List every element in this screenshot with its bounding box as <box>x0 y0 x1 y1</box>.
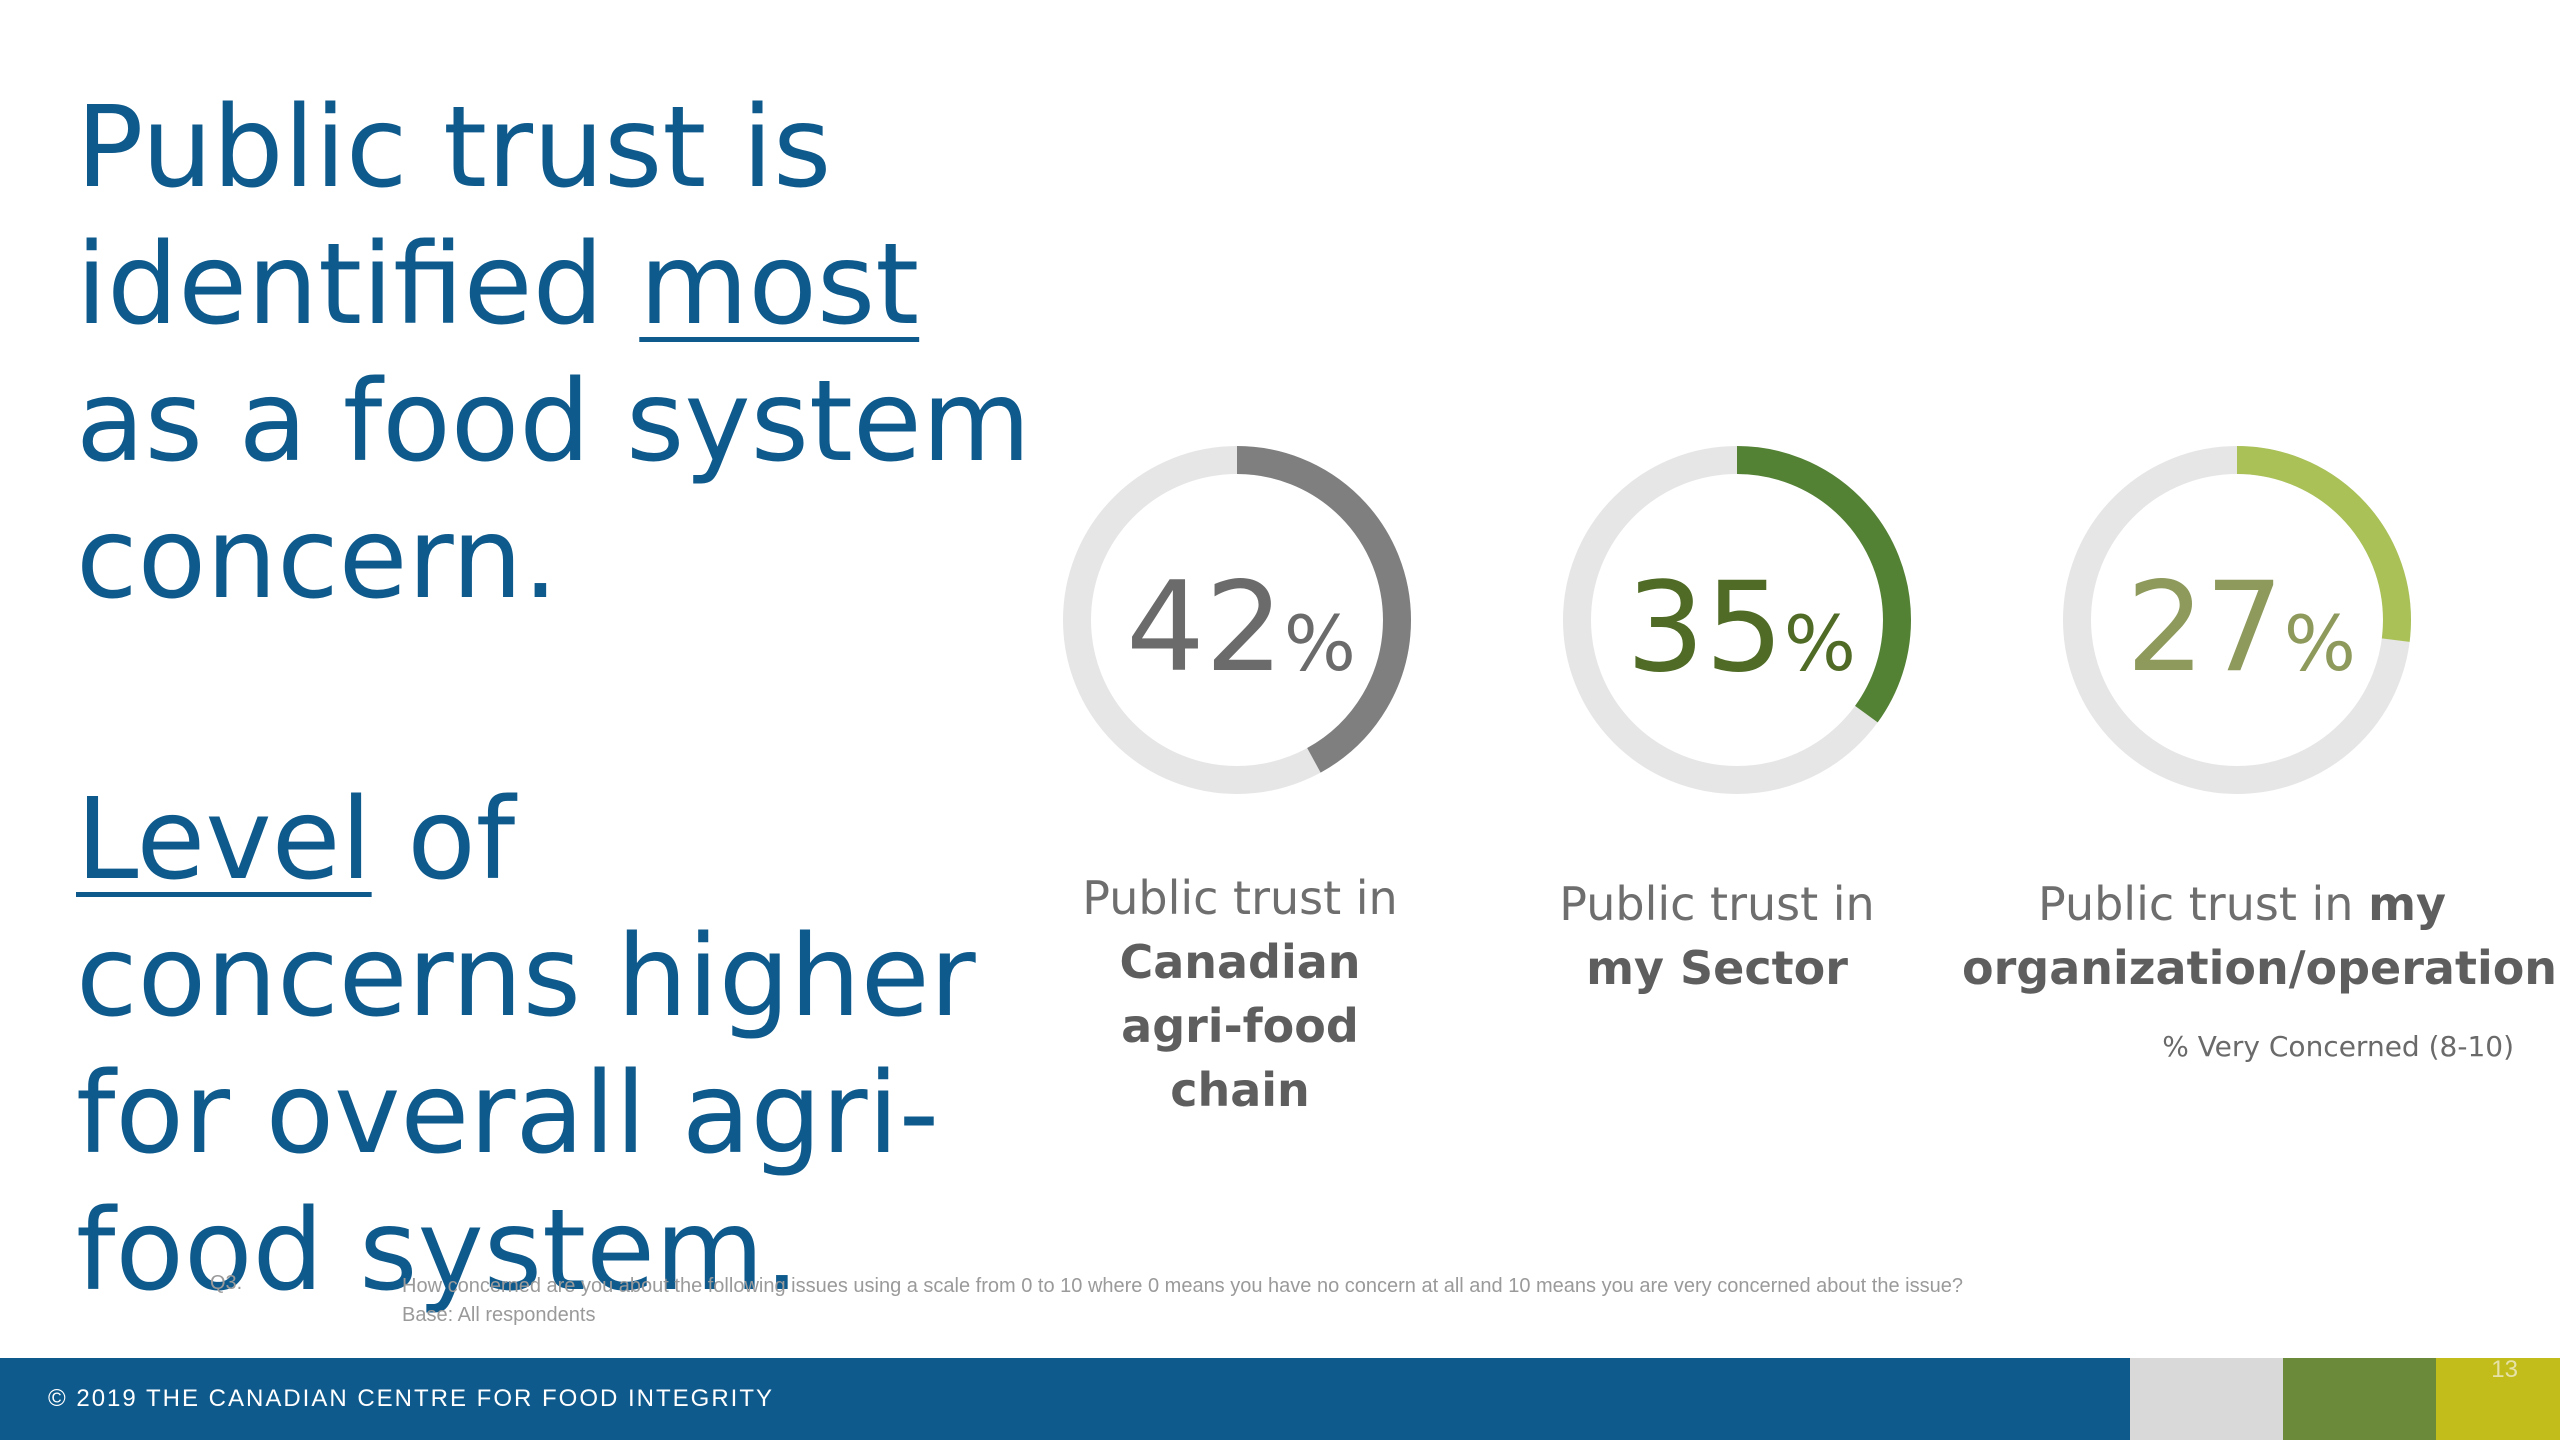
donut-value-number: 35 <box>1626 556 1784 700</box>
donut-arc <box>1063 446 1411 794</box>
donut-label-regular: Public trust in my <box>2038 877 2446 931</box>
headline-primary-emphasis: most <box>639 220 920 350</box>
donut-value-unit: % <box>1784 599 1856 688</box>
donut-label-bold: organization/operation <box>1962 941 2558 995</box>
headline-primary-pre: Public trust is identified <box>76 83 832 350</box>
question-number: Q3. <box>210 1272 243 1294</box>
footer-swatch-yellow: 13 <box>2436 1356 2560 1440</box>
donut-value-number: 27 <box>2126 556 2284 700</box>
page-number: 13 <box>2491 1356 2518 1383</box>
donut-label-my-sector: Public trust in my Sector <box>1437 872 1997 1000</box>
footer-swatch-grey <box>2130 1358 2283 1440</box>
donut-arc <box>1563 446 1911 794</box>
footer-swatch-green <box>2283 1358 2436 1440</box>
headline-primary: Public trust is identified most as a foo… <box>76 80 1036 628</box>
footer-copyright: © 2019 THE CANADIAN CENTRE FOR FOOD INTE… <box>48 1385 774 1412</box>
donut-label-regular: Public trust in <box>1082 871 1398 925</box>
donut-label-bold: my Sector <box>1586 941 1848 995</box>
donut-label-bold: Canadian agri-food chain <box>1119 935 1361 1117</box>
footer-bar: © 2019 THE CANADIAN CENTRE FOR FOOD INTE… <box>0 1356 2560 1440</box>
donut-value-number: 42 <box>1126 556 1284 700</box>
headline-secondary: Level of concerns higher for overall agr… <box>76 772 1036 1320</box>
headline-secondary-emphasis: Level <box>76 775 372 905</box>
donut-value-label: 42% <box>1126 556 1356 700</box>
question-base: Base: All respondents <box>402 1304 596 1326</box>
donut-value-label: 35% <box>1626 556 1856 700</box>
donut-label-my-organization: Public trust in my organization/operatio… <box>1962 872 2558 1000</box>
footer-blue-band: © 2019 THE CANADIAN CENTRE FOR FOOD INTE… <box>0 1358 2130 1440</box>
measure-label: % Very Concerned (8-10) <box>2162 1030 2514 1063</box>
donut-arc <box>2063 446 2411 794</box>
donut-chart-group: 42% 35% 27% <box>1063 446 2411 794</box>
donut-label-canadian-chain: Public trust in Canadian agri-food chain <box>960 866 1520 1122</box>
donut-value-unit: % <box>1284 599 1356 688</box>
donut-value-unit: % <box>2284 599 2356 688</box>
question-text: How concerned are you about the followin… <box>402 1275 1963 1297</box>
headline-secondary-post: of concerns higher for overall agri-food… <box>76 775 976 1316</box>
donut-value-label: 27% <box>2126 556 2356 700</box>
donut-label-regular: Public trust in <box>1559 877 1875 931</box>
headline-primary-post: as a food system concern. <box>76 357 1031 624</box>
question-block: How concerned are you about the followin… <box>402 1272 2152 1330</box>
